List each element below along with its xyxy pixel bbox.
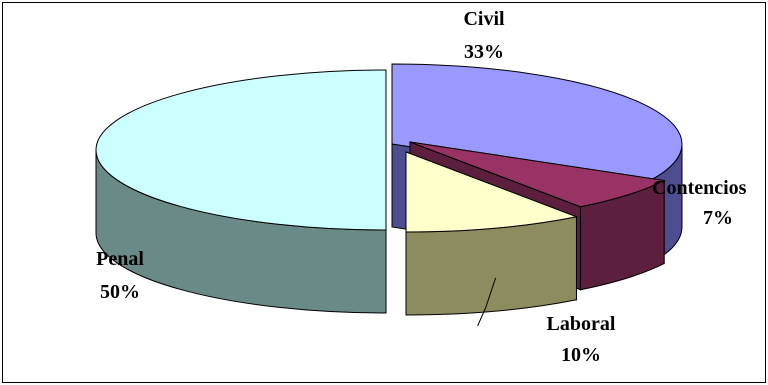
laboral-percent-label: 10%: [561, 344, 601, 366]
laboral-label: Laboral: [547, 313, 616, 335]
pie-slice-penal: [95, 69, 387, 314]
civil-percent-label: 33%: [464, 41, 504, 63]
leader-lines: [477, 277, 497, 327]
contencioso-percent-label: 7%: [703, 207, 733, 229]
civil-label: Civil: [463, 8, 505, 30]
slice-top-laboral: [405, 151, 579, 233]
slice-top-contencios: [409, 141, 666, 208]
slices-layer: [95, 63, 683, 316]
penal-label: Penal: [96, 248, 144, 270]
contencioso-label: Contencios: [652, 177, 747, 199]
penal-percent-label: 50%: [100, 281, 140, 303]
leader-line-laboral: [477, 277, 497, 327]
pie-slice-laboral: [405, 151, 579, 316]
slice-top-penal: [95, 69, 387, 231]
